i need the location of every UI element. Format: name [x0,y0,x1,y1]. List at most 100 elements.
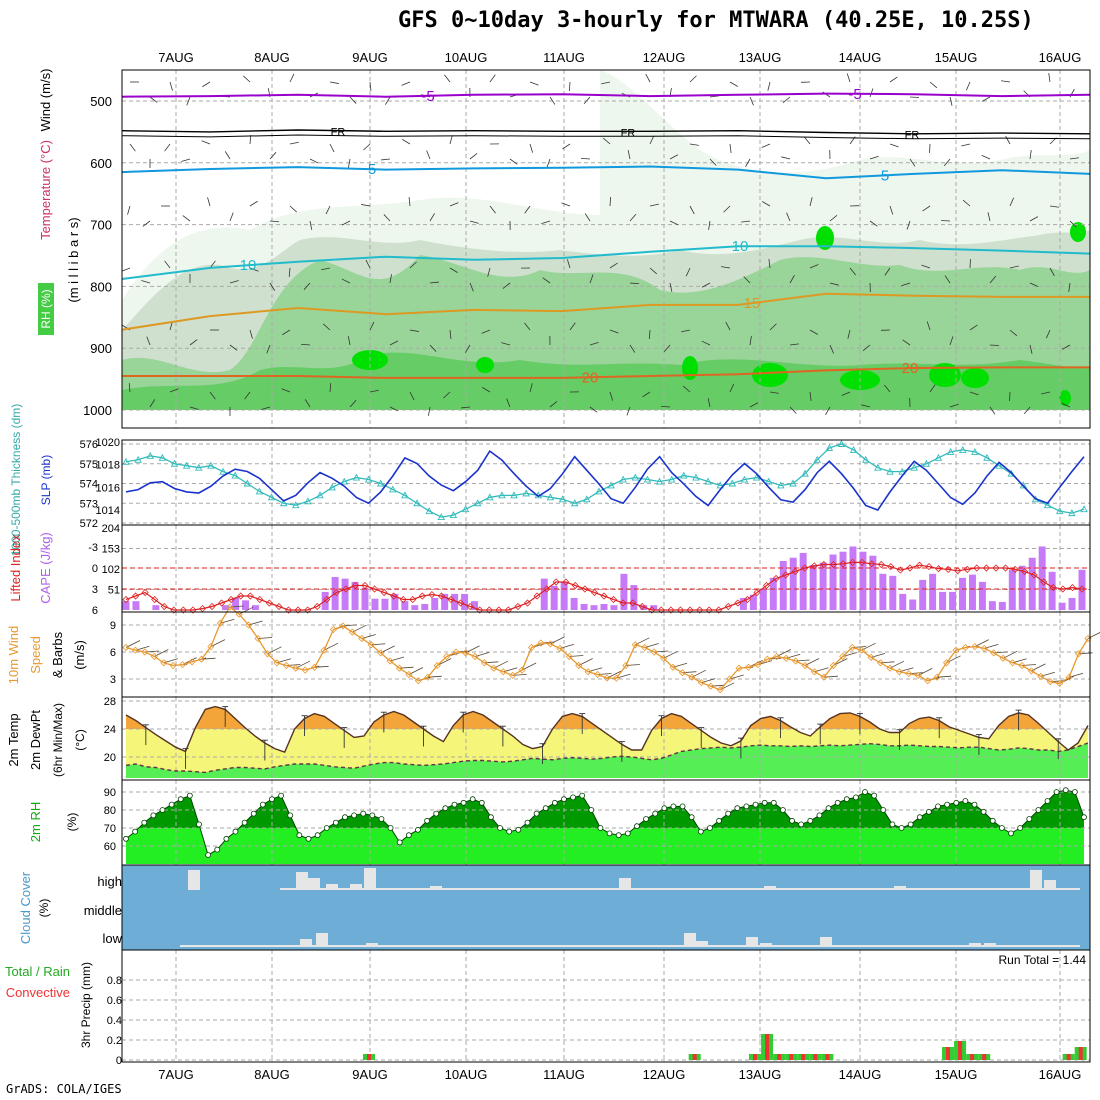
lifted-point [1021,567,1029,576]
wind-speed-point [377,649,385,657]
wind-barb [269,152,277,160]
millibars-label: (m i l l i b a r s) [66,217,81,302]
thickness-tick: 574 [80,479,98,491]
rh2m-panel: 60 70 80 90 [104,779,1091,866]
lifted-point [571,581,579,590]
rh-point [433,810,440,817]
wind-barb [546,158,551,168]
wind-speed-point [942,659,951,667]
isotherm-label: FR [905,130,920,142]
wind-barb [889,205,894,215]
cloud-high-bar [1044,880,1056,890]
thickness-point [158,453,167,461]
wind-barb [749,96,754,106]
wind-speed-point [169,661,177,670]
wind-barb [348,158,351,168]
rh-point [761,799,768,806]
wind-barb [580,157,591,160]
rh-saturated-blob [816,226,834,250]
precip-panel: 0 0.2 0.4 0.6 0.8 Run Total = 1.44 [107,949,1091,1067]
cape-bar [829,554,837,610]
wind-barb [743,276,751,284]
wind-speed-point [292,664,300,672]
rh-point [661,805,668,812]
wind-speed-point [650,648,658,656]
rh-point [360,810,367,817]
rh-point [935,803,941,810]
wind-barb [428,406,431,416]
wind-barb [789,343,799,346]
rh-point [980,808,987,815]
rh-point [1044,798,1051,804]
lifted-point [552,578,560,586]
cape-bar [600,603,608,610]
rh-point [424,817,430,824]
wind-barb [182,215,191,222]
thickness-point [243,479,252,487]
thickness-point [425,507,433,515]
cloud-bg [122,865,1090,950]
wind-barb [288,267,291,278]
precip-conv-bar [813,1054,818,1060]
rh-tick: 80 [104,805,116,817]
thickness-point [716,481,724,489]
wind-speed-point [905,670,913,678]
wind-barb [629,282,640,285]
wind-barb [869,220,878,227]
cape-bar [1008,569,1016,610]
wind-barb [249,200,258,207]
minmax-title: (6hr Min/Max) [51,703,65,777]
cape-bar [859,551,867,610]
thickness-point [898,467,906,475]
thickness-point [122,457,130,465]
temperature-label: Temperature (°C) [38,140,53,240]
thickness-slp-panel: 572 573 574 575 576 1014 1016 1018 1020 [80,437,1091,530]
precip-frame [121,949,1091,1063]
rh-point [561,796,567,803]
lifted-point [457,599,465,607]
precip-conv-bar [1066,1054,1071,1060]
isotherm-label: 15 [744,295,761,312]
rh-point [1081,814,1087,821]
cape-bar [869,555,877,610]
wind-barb [884,384,891,393]
precip-tick: 0.4 [107,1015,122,1027]
lifted-point [829,560,838,569]
isotherm-label: FR [331,127,346,139]
isotherm-label: -5 [421,88,434,105]
cloud-high-bar [350,884,362,890]
wind-speed-point [433,661,441,670]
thickness-point [777,481,785,489]
isotherm-label: 10 [732,238,749,255]
wind-barb [829,215,838,222]
rh-point [816,812,823,819]
wind-barb [282,329,291,336]
wind-speed-point [584,668,592,676]
rh-point [688,814,695,821]
cape-bar [381,598,389,610]
temp2m-title: 2m Temp [6,713,21,766]
wind-barb [929,384,936,393]
rh-point [944,801,951,808]
cape-bar [988,601,996,610]
lifted-point [170,606,178,614]
rh-tick: 60 [104,841,116,853]
wind-speed-point [179,661,187,669]
lifted-point [982,564,990,572]
wind-barb [529,143,534,153]
wind-barb [809,391,812,401]
precip-tick: 0.2 [107,1035,122,1047]
wind-barb [501,342,511,346]
cape-bar [1078,569,1086,610]
thickness-point [1055,507,1064,515]
wind-barb [1069,220,1077,228]
thickness-point [1043,501,1052,509]
cape-bar [471,601,479,610]
thickness-point [473,499,482,507]
thickness-point [667,475,676,483]
wind-speed-point [952,646,960,654]
pressure-tick-label: 700 [90,218,112,233]
thickness-point [631,473,640,481]
wind-barb [701,340,711,346]
cape-bar [769,577,777,610]
